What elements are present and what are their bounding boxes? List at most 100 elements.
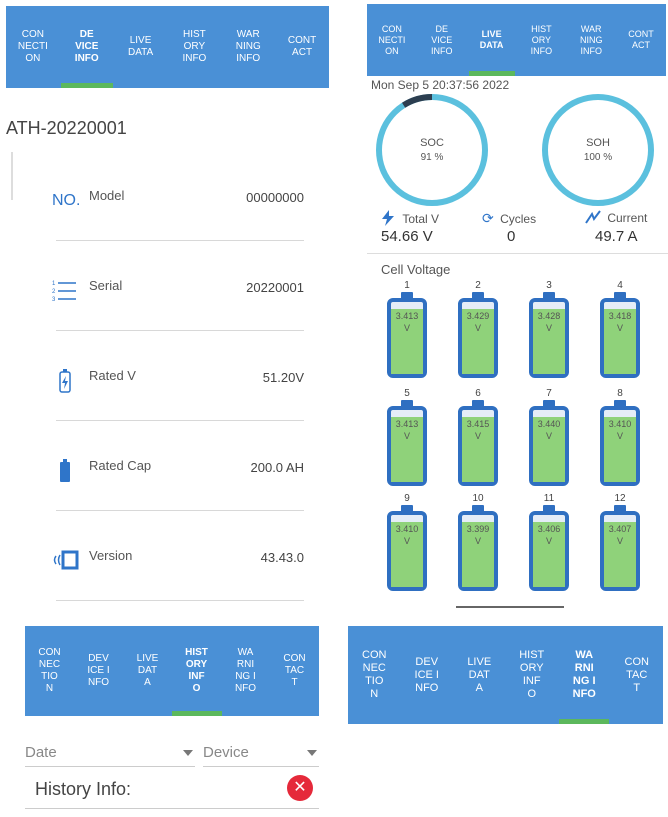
close-icon[interactable]: ✕ — [287, 775, 313, 801]
tab-0[interactable]: CON NEC TIO N — [25, 626, 74, 716]
svg-text:NO.: NO. — [52, 192, 80, 209]
cell-terminal — [472, 292, 484, 298]
tab-0[interactable]: CON NECTI ON — [6, 6, 60, 88]
tab-label: LIVE DATA — [127, 35, 154, 58]
battery-cell: 8 3.410 V — [600, 388, 640, 486]
stat-value: 49.7 A — [595, 228, 638, 245]
tab-4[interactable]: WAR NING INFO — [566, 4, 616, 76]
soc-gauge: SOC 91 % — [374, 92, 490, 208]
stat-value: 54.66 V — [381, 228, 433, 245]
tab-label: LIVE DAT A — [136, 653, 159, 688]
cell-voltage: 3.413 V — [395, 419, 419, 441]
battery-cell: 2 3.429 V — [458, 280, 498, 378]
cell-fill — [462, 522, 494, 587]
device-placeholder: Device — [203, 744, 249, 761]
cell-body: 3.407 V — [600, 511, 640, 591]
tab-label: DE VICE INFO — [74, 29, 99, 64]
tab-label: CON NEC TIO N — [362, 649, 387, 700]
tab-label: CON TAC T — [624, 655, 649, 694]
cell-fill — [462, 417, 494, 482]
svg-text:1: 1 — [52, 281, 56, 287]
info-row-version: Version 43.43.0 — [53, 510, 304, 601]
cell-terminal — [401, 505, 413, 511]
tab-3[interactable]: HIST ORY INFO — [516, 4, 566, 76]
tab-4[interactable]: WAR NING INFO — [221, 6, 275, 88]
tab-5[interactable]: CONT ACT — [616, 4, 666, 76]
tab-label: CONT ACT — [287, 35, 317, 58]
cell-voltage: 3.410 V — [608, 419, 632, 441]
tab-0[interactable]: CON NEC TIO N — [348, 626, 401, 724]
tab-label: HIST ORY INFO — [530, 23, 553, 56]
cell-number: 10 — [472, 493, 484, 504]
history-info-screen: CON NEC TIO N DEV ICE I NFO LIVE DAT A HIST… — [0, 618, 335, 817]
warning-info-screen: CON NEC TIO N DEV ICE I NFO LIVE DAT A HIST… — [347, 618, 668, 728]
cell-number: 6 — [475, 388, 481, 399]
history-info-row: History Info: ✕ — [25, 770, 319, 809]
cell-number: 2 — [475, 280, 481, 291]
date-select[interactable]: Date — [25, 744, 195, 767]
date-placeholder: Date — [25, 744, 57, 761]
cell-body: 3.418 V — [600, 298, 640, 378]
stat-cycles: ⟳ Cycles 0 — [482, 210, 552, 245]
cell-voltage: 3.407 V — [608, 524, 632, 546]
tab-label: CON TAC T — [283, 653, 306, 688]
tab-1[interactable]: DEV ICE I NFO — [74, 626, 123, 716]
cell-number: 1 — [404, 280, 410, 291]
tab-3[interactable]: HIST ORY INFO — [167, 6, 221, 88]
tab-5[interactable]: CON TAC T — [611, 626, 664, 724]
stat-value: 0 — [507, 228, 516, 245]
cycle-icon: ⟳ — [482, 210, 494, 226]
info-label: Rated V — [89, 368, 136, 383]
device-id-title: ATH-20220001 — [6, 118, 127, 138]
tab-5[interactable]: CONT ACT — [275, 6, 329, 88]
current-wave-icon — [585, 210, 601, 224]
tab-1[interactable]: DE VICE INFO — [60, 6, 114, 88]
cell-voltage-title: Cell Voltage — [381, 262, 451, 277]
tab-4[interactable]: WA RNI NG I NFO — [558, 626, 611, 724]
tab-label: CON NECTI ON — [378, 23, 406, 56]
cell-voltage: 3.410 V — [395, 524, 419, 546]
tab-label: WA RNI NG I NFO — [234, 647, 257, 694]
info-row-model: NO. Model 00000000 — [52, 150, 304, 241]
battery-cell: 9 3.410 V — [387, 493, 427, 591]
number-icon: NO. — [52, 188, 80, 212]
active-tab-indicator — [171, 711, 222, 716]
info-label: Serial — [89, 278, 123, 293]
tab-1[interactable]: DE VICE INFO — [417, 4, 467, 76]
tab-2[interactable]: LIVE DAT A — [453, 626, 506, 724]
tab-2[interactable]: LIVE DAT A — [123, 626, 172, 716]
cell-fill — [391, 417, 423, 482]
cell-number: 4 — [617, 280, 623, 291]
tab-5[interactable]: CON TAC T — [270, 626, 319, 716]
cell-terminal — [543, 400, 555, 406]
battery-charge-icon — [52, 368, 78, 393]
soh-label: SOH — [586, 137, 610, 149]
tab-label: LIVE DATA — [479, 29, 504, 50]
tab-2[interactable]: LIVE DATA — [467, 4, 517, 76]
cell-fill — [604, 309, 636, 374]
cell-number: 11 — [543, 493, 555, 504]
cell-number: 5 — [404, 388, 410, 399]
scroll-indicator — [456, 606, 564, 608]
tab-label: DE VICE INFO — [430, 23, 453, 56]
tab-3[interactable]: HIST ORY INF O — [171, 626, 222, 716]
tab-label: DEV ICE I NFO — [414, 655, 439, 694]
tab-3[interactable]: HIST ORY INF O — [506, 626, 559, 724]
soh-value: 100 % — [583, 152, 613, 163]
device-select[interactable]: Device — [203, 744, 319, 767]
active-tab-indicator — [559, 719, 610, 724]
tab-1[interactable]: DEV ICE I NFO — [401, 626, 454, 724]
list-icon: 1 2 3 — [52, 278, 78, 303]
info-value: 51.20V — [262, 370, 304, 385]
tab-4[interactable]: WA RNI NG I NFO — [221, 626, 270, 716]
cell-voltage: 3.413 V — [395, 311, 419, 333]
soc-value: 91 % — [420, 152, 444, 163]
info-label: Model — [89, 188, 125, 203]
tab-2[interactable]: LIVE DATA — [114, 6, 168, 88]
svg-text:3: 3 — [52, 297, 56, 303]
battery-cell: 12 3.407 V — [600, 493, 640, 591]
tab-label: HIST ORY INF O — [185, 647, 208, 694]
info-value: 20220001 — [246, 280, 304, 295]
tab-0[interactable]: CON NECTI ON — [367, 4, 417, 76]
cell-terminal — [401, 400, 413, 406]
